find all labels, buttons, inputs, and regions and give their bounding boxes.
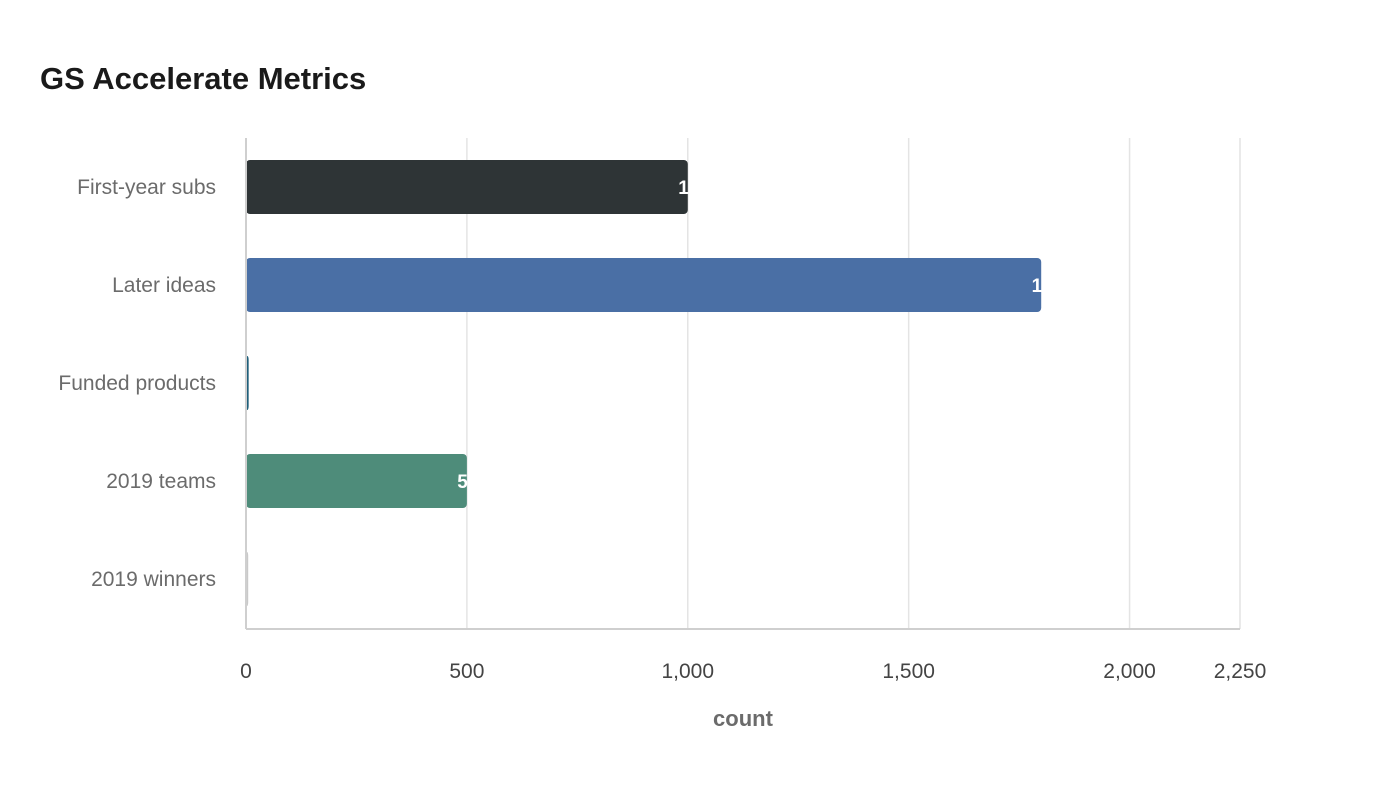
chart-title: GS Accelerate Metrics [40, 61, 367, 96]
category-label: 2019 winners [91, 568, 216, 591]
category-label: Later ideas [112, 274, 216, 297]
value-label: 1 [678, 178, 689, 199]
category-label: 2019 teams [106, 470, 216, 493]
bar [246, 454, 467, 508]
x-tick-label: 500 [449, 660, 484, 683]
value-label: 5 [457, 472, 468, 493]
grid-lines [466, 138, 1241, 629]
category-label: First-year subs [77, 176, 216, 199]
x-tick-label: 1,000 [661, 660, 714, 683]
bars [246, 160, 1042, 606]
bar [246, 258, 1042, 312]
tick-labels: 0 500 1,000 1,500 2,000 2,250 [240, 660, 1266, 683]
x-axis-title: count [713, 706, 774, 731]
category-label: Funded products [58, 372, 216, 395]
value-labels: 1 1 5 [457, 178, 1042, 493]
x-tick-label: 2,000 [1103, 660, 1156, 683]
x-tick-label: 1,500 [882, 660, 935, 683]
x-tick-label: 0 [240, 660, 252, 683]
bar [246, 160, 688, 214]
x-tick-label: 2,250 [1214, 660, 1267, 683]
value-label: 1 [1032, 276, 1043, 297]
axes [245, 138, 1240, 630]
category-labels: First-year subs Later ideas Funded product… [58, 176, 216, 591]
